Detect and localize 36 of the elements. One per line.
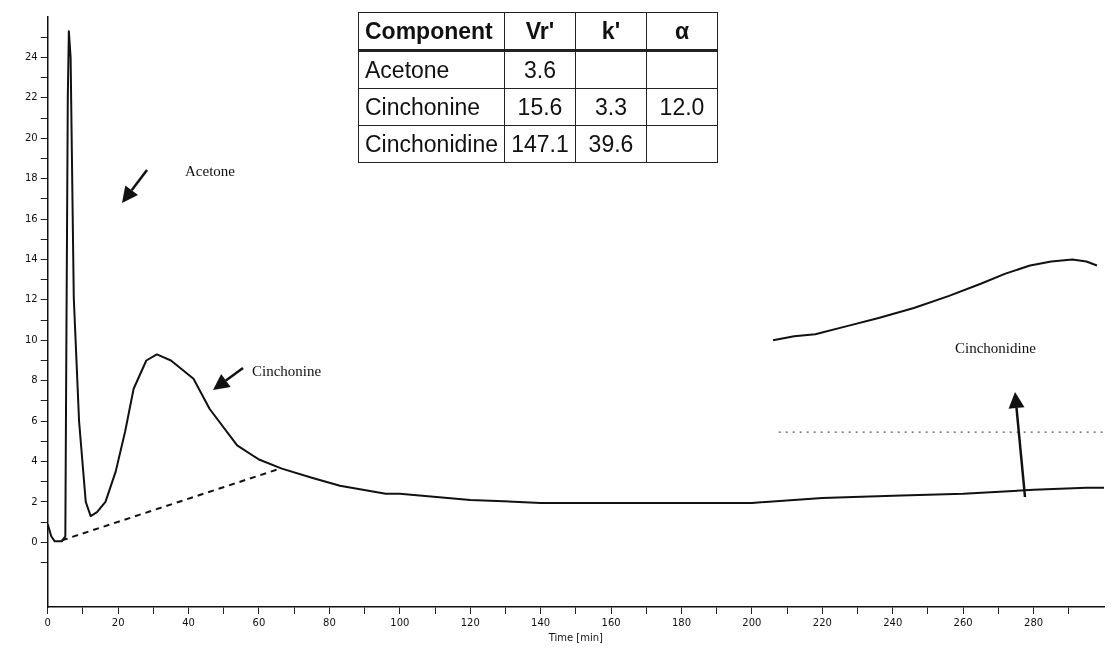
annotation: Cinchonidine 147.1 39.6 [364,129,635,159]
y-tick-label: 10 [24,333,38,345]
y-tick-label: 16 [24,212,38,224]
x-tick-label: 20 [111,616,125,628]
y-tick-label: 0 [31,535,38,547]
annotation: Cinchonine [252,362,322,379]
y-tick-label: 20 [24,131,38,143]
x-tick-label: 220 [812,616,832,628]
y-tick-label: 6 [31,414,38,426]
x-tick-label: 160 [601,616,621,628]
x-tick-label: 80 [323,616,336,628]
x-tick-label: 140 [531,616,551,628]
x-axis-title: Time [min] [547,631,604,643]
x-tick-label: 40 [182,616,195,628]
x-tick-label: 260 [953,616,973,628]
x-tick-label: 200 [742,616,762,628]
x-tick-label: 100 [390,616,410,628]
x-tick-label: 120 [460,616,480,628]
y-tick-label: 12 [24,293,38,305]
y-tick-label: 22 [24,91,38,103]
x-tick-label: 280 [1024,616,1044,628]
y-tick-label: 14 [24,253,38,265]
x-tick-label: 180 [671,616,692,628]
x-tick-label: 60 [252,616,266,628]
y-tick-label: 4 [31,455,38,467]
y-tick-label: 24 [24,51,38,62]
annotation: Acetone [185,162,236,179]
x-tick-label: 240 [883,616,903,628]
text: Component Vr' k' α [365,17,690,44]
text: Cinchonine 15.6 3.3 12.0 [365,93,705,120]
annotation: Cinchonidine [955,339,1037,356]
y-tick-label: 2 [31,495,38,507]
y-tick-label: 8 [31,374,38,386]
x-tick-label: 0 [44,616,51,628]
y-tick-label: 18 [24,172,38,184]
text: Acetone 3.6 [365,56,556,83]
